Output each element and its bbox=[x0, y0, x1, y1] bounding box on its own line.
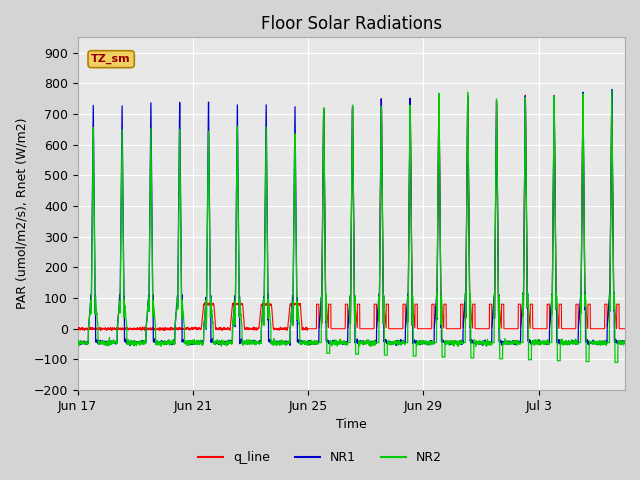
X-axis label: Time: Time bbox=[336, 419, 367, 432]
Text: TZ_sm: TZ_sm bbox=[92, 54, 131, 64]
Legend: q_line, NR1, NR2: q_line, NR1, NR2 bbox=[193, 446, 447, 469]
Y-axis label: PAR (umol/m2/s), Rnet (W/m2): PAR (umol/m2/s), Rnet (W/m2) bbox=[15, 118, 28, 310]
Title: Floor Solar Radiations: Floor Solar Radiations bbox=[260, 15, 442, 33]
